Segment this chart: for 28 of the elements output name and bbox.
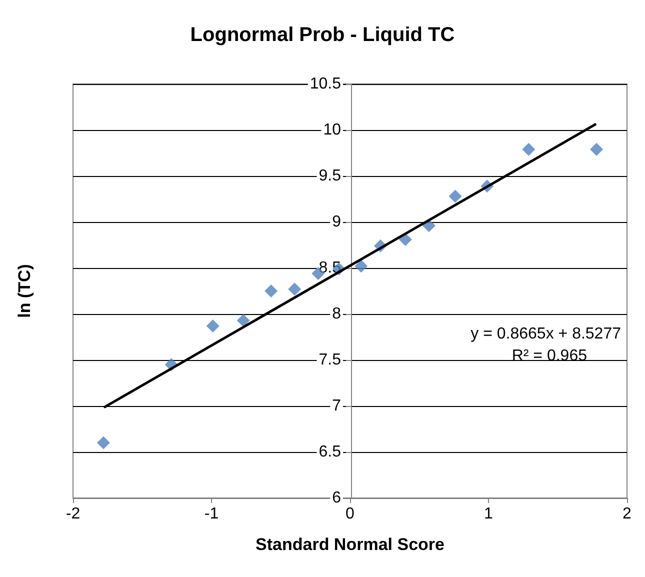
x-tick-label: 1	[484, 506, 494, 522]
y-tick-label: 10.5	[310, 76, 342, 92]
point	[590, 142, 604, 156]
y-tick-label: 6.5	[318, 444, 342, 460]
point	[236, 314, 250, 327]
x-tick-label: -1	[204, 506, 219, 522]
point	[398, 232, 412, 246]
x-axis-title: Standard Normal Score	[256, 535, 444, 554]
y-tick-label: 8	[332, 306, 342, 322]
point	[264, 284, 278, 298]
point	[206, 319, 220, 332]
point	[96, 436, 110, 450]
point	[288, 282, 302, 296]
x-tick-label: -2	[66, 506, 80, 522]
x-tick-label: 2	[622, 506, 632, 522]
y-tick-label: 7.5	[318, 352, 342, 368]
y-axis-title: ln (TC)	[15, 264, 34, 318]
x-tick-label: 0	[346, 506, 355, 522]
point	[448, 190, 462, 203]
point	[522, 142, 536, 156]
y-tick-label: 6	[332, 490, 342, 506]
point	[354, 260, 368, 273]
chart-title: Lognormal Prob - Liquid TC	[190, 24, 455, 46]
y-tick-label: 10	[323, 122, 342, 138]
annotation: y = 0.8665x + 8.5277	[470, 326, 622, 342]
y-tick-label: 9	[332, 214, 342, 230]
y-tick-label: 7	[332, 398, 342, 414]
y-tick-label: 9.5	[318, 168, 342, 184]
